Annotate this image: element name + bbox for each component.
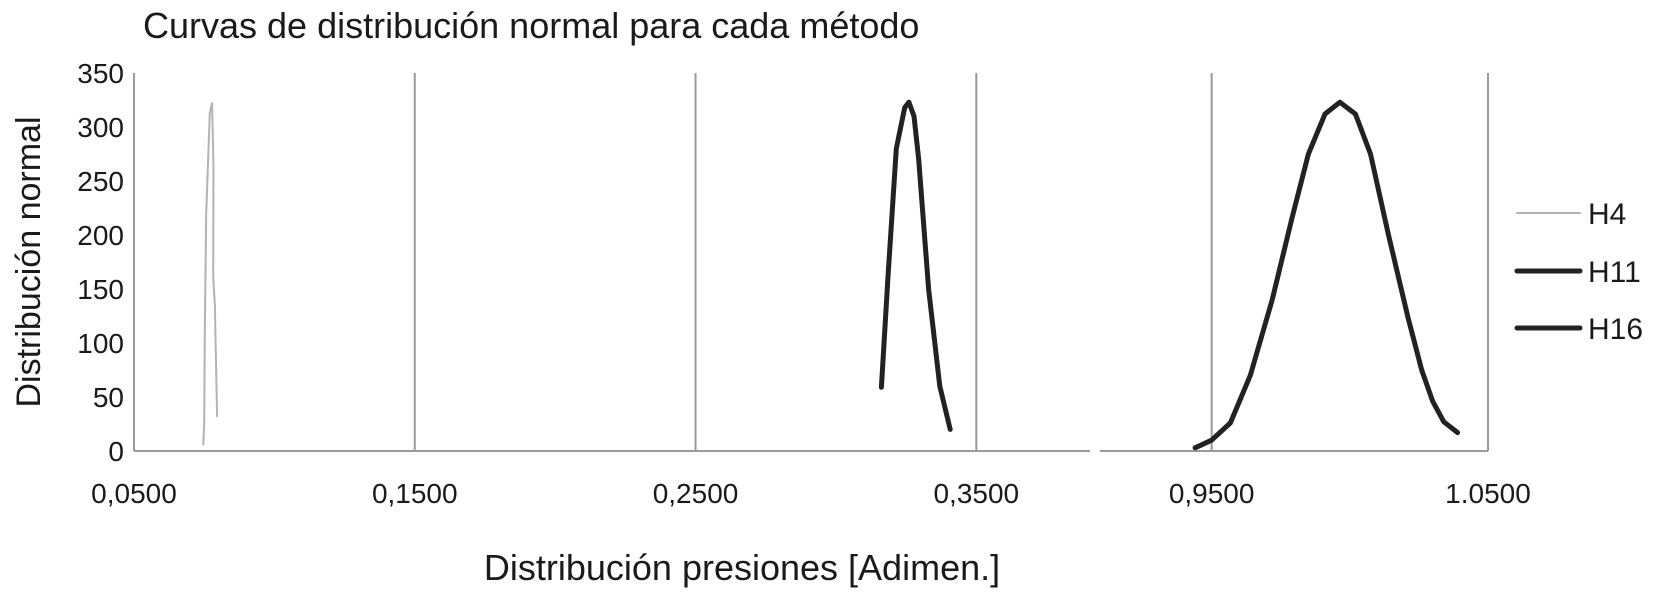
series-lines	[202, 99, 1461, 451]
legend-label-h11: H11	[1588, 256, 1641, 289]
y-tick-label: 200	[77, 220, 124, 251]
x-tick-label: 0,0500	[91, 478, 177, 509]
y-axis-label: Distribución normal	[10, 117, 48, 408]
legend-label-h4: H4	[1588, 198, 1626, 231]
x-tick-label: 1.0500	[1445, 478, 1531, 509]
y-tick-label: 0	[108, 436, 124, 467]
y-tick-label: 350	[77, 58, 124, 89]
y-tick-label: 300	[77, 112, 124, 143]
series-line-h16	[1192, 99, 1461, 451]
chart-title: Curvas de distribución normal para cada …	[143, 5, 919, 46]
y-tick-label: 50	[93, 382, 124, 413]
x-tick-label: 0,1500	[372, 478, 458, 509]
legend: H4 H11 H16	[1514, 198, 1643, 346]
x-axis-label: Distribución presiones [Adimen.]	[484, 547, 1000, 588]
x-tick-label: 0,3500	[933, 478, 1019, 509]
y-tick-labels: 0 50 100 150 200 250 300 350	[77, 58, 124, 467]
series-line-h4	[202, 102, 219, 446]
series-line-h11	[878, 99, 953, 432]
gridlines	[133, 73, 1489, 451]
y-tick-label: 250	[77, 166, 124, 197]
legend-label-h16: H16	[1588, 313, 1643, 346]
y-tick-label: 150	[77, 274, 124, 305]
y-tick-label: 100	[77, 328, 124, 359]
x-tick-label: 0,9500	[1169, 478, 1255, 509]
x-tick-labels: 0,0500 0,1500 0,2500 0,3500 0,9500 1.0500	[91, 478, 1531, 509]
x-tick-label: 0,2500	[653, 478, 739, 509]
